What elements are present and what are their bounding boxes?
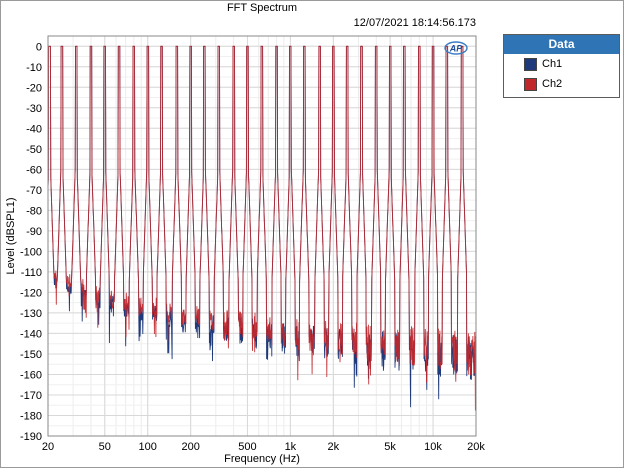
y-tick-label: -120 [20, 287, 42, 299]
grid-minor [48, 35, 476, 437]
x-tick-label: 20k [467, 441, 485, 453]
x-tick-label: 200 [181, 441, 199, 453]
y-tick-label: -40 [26, 123, 42, 135]
y-tick-label: -10 [26, 62, 42, 74]
series-line-ch2 [47, 45, 477, 411]
y-tick-label: -80 [26, 205, 42, 217]
x-tick-label: 50 [99, 441, 111, 453]
legend-swatch-ch1 [524, 57, 537, 71]
x-tick-label: 100 [139, 441, 157, 453]
y-axis-label: Level (dBSPL1) [5, 197, 17, 274]
y-axis-ticks: 0 -10 -20 -30 -40 -50 -60 -70 -80 -90 -100 -110 -120… [20, 41, 42, 443]
y-tick-label: -60 [26, 164, 42, 176]
x-tick-label: 500 [238, 441, 256, 453]
x-tick-label: 1k [285, 441, 297, 453]
x-tick-label: 2k [328, 441, 340, 453]
legend-label-ch1: Ch1 [542, 58, 563, 70]
x-axis-label: Frequency (Hz) [224, 453, 300, 465]
x-tick-label: 10k [424, 441, 442, 453]
y-tick-label: -70 [26, 185, 42, 197]
y-tick-label: -180 [20, 410, 42, 422]
grid-major [47, 36, 477, 437]
x-tick-label: 5k [384, 441, 396, 453]
legend-title: Data [504, 35, 619, 54]
series-line-ch1 [47, 45, 477, 408]
ap-logo-icon: AP [444, 41, 468, 55]
y-tick-label: -140 [20, 328, 42, 340]
svg-text:AP: AP [449, 44, 463, 54]
y-tick-label: -170 [20, 390, 42, 402]
legend-swatch-ch2 [524, 77, 537, 91]
chart-title: FFT Spectrum [227, 2, 297, 14]
y-tick-label: -20 [26, 82, 42, 94]
y-tick-label: -30 [26, 103, 42, 115]
y-tick-label: -150 [20, 349, 42, 361]
y-tick-label: -50 [26, 144, 42, 156]
y-tick-label: -190 [20, 431, 42, 443]
legend: Data Ch1 Ch2 [503, 34, 620, 98]
series-ch2-group [47, 45, 477, 411]
x-axis-ticks: 20 50 100 200 500 1k 2k 5k 10k 20k [42, 441, 485, 453]
legend-item-ch2[interactable]: Ch2 [504, 74, 619, 94]
y-tick-label: 0 [36, 41, 42, 53]
plot-area-border [47, 35, 477, 437]
y-tick-label: -100 [20, 246, 42, 258]
x-tick-label: 20 [42, 441, 54, 453]
y-tick-label: -130 [20, 308, 42, 320]
legend-item-ch1[interactable]: Ch1 [504, 54, 619, 74]
y-tick-label: -160 [20, 369, 42, 381]
legend-label-ch2: Ch2 [542, 78, 563, 90]
y-tick-label: -90 [26, 226, 42, 238]
series-ch1-group [47, 45, 477, 408]
y-tick-label: -110 [21, 267, 42, 279]
chart-timestamp: 12/07/2021 18:14:56.173 [354, 17, 476, 29]
